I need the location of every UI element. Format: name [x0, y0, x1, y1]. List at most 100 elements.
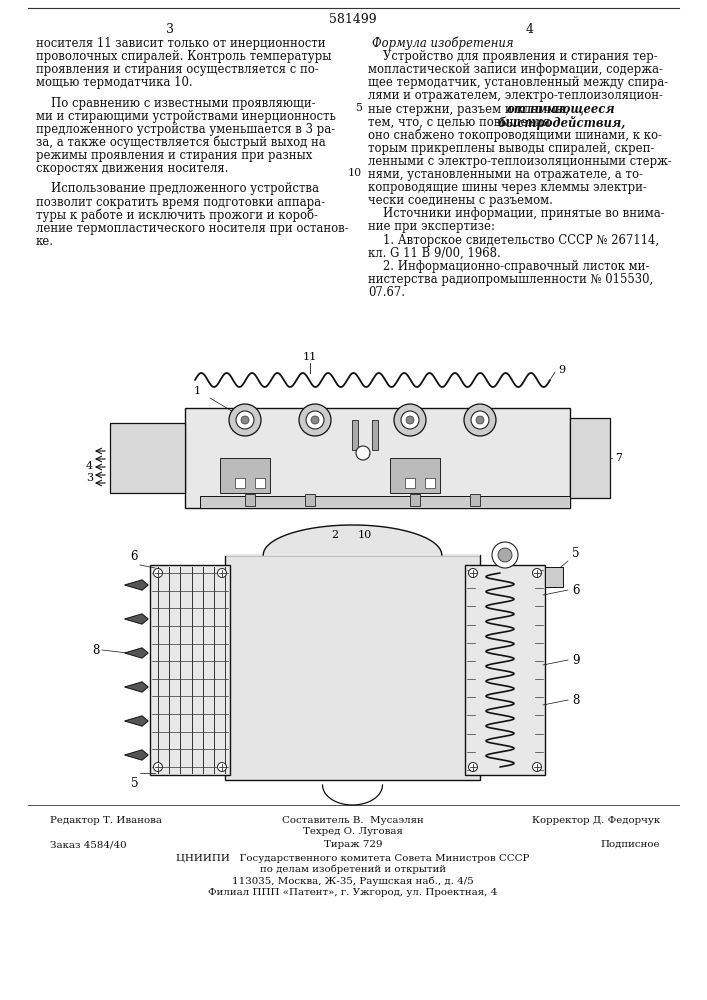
- Text: скоростях движения носителя.: скоростях движения носителя.: [36, 162, 228, 175]
- Text: ми и стирающими устройствами инерционность: ми и стирающими устройствами инерционнос…: [36, 110, 336, 123]
- Text: 6: 6: [131, 550, 138, 563]
- Bar: [225, 555, 480, 780]
- Polygon shape: [125, 750, 148, 760]
- Text: Техред О. Луговая: Техред О. Луговая: [303, 827, 403, 836]
- Text: мопластической записи информации, содержа-: мопластической записи информации, содерж…: [368, 63, 663, 76]
- Bar: [245, 494, 255, 506]
- Bar: [255, 478, 265, 488]
- Text: позволит сократить время подготовки аппара-: позволит сократить время подготовки аппа…: [36, 196, 325, 209]
- Bar: [150, 565, 230, 775]
- Text: быстродействия,: быстродействия,: [497, 116, 626, 130]
- Text: Корректор Д. Федорчук: Корректор Д. Федорчук: [532, 816, 660, 825]
- Text: 1. Авторское свидетельство СССР № 267114,: 1. Авторское свидетельство СССР № 267114…: [368, 234, 659, 247]
- Bar: [405, 478, 415, 488]
- Circle shape: [153, 762, 163, 772]
- Circle shape: [406, 416, 414, 424]
- Text: Подписное: Подписное: [600, 840, 660, 849]
- Text: По сравнению с известными проявляющи-: По сравнению с известными проявляющи-: [36, 97, 315, 110]
- Text: 5: 5: [355, 103, 362, 113]
- Text: кл. G 11 B 9/00, 1968.: кл. G 11 B 9/00, 1968.: [368, 247, 501, 260]
- Text: 10: 10: [358, 530, 372, 540]
- Text: 8: 8: [572, 694, 579, 706]
- Text: Устройство для проявления и стирания тер-: Устройство для проявления и стирания тер…: [368, 50, 658, 63]
- Polygon shape: [125, 682, 148, 692]
- Text: оно снабжено токопроводящими шинами, к ко-: оно снабжено токопроводящими шинами, к к…: [368, 129, 662, 142]
- Bar: [545, 567, 563, 587]
- Text: 7: 7: [615, 453, 622, 463]
- Bar: [185, 408, 570, 508]
- Text: 11: 11: [303, 352, 317, 362]
- Text: нями, установленными на отражателе, а то-: нями, установленными на отражателе, а то…: [368, 168, 643, 181]
- Text: ке.: ке.: [36, 235, 54, 248]
- Text: копроводящие шины через клеммы электри-: копроводящие шины через клеммы электри-: [368, 181, 647, 194]
- Circle shape: [492, 542, 518, 568]
- Text: 10: 10: [348, 168, 362, 178]
- Text: 9: 9: [572, 654, 580, 666]
- Circle shape: [218, 568, 226, 578]
- Text: 1: 1: [194, 386, 201, 396]
- Bar: [410, 494, 420, 506]
- Bar: [465, 565, 545, 775]
- Circle shape: [532, 762, 542, 772]
- Text: щее термодатчик, установленный между спира-: щее термодатчик, установленный между спи…: [368, 76, 668, 89]
- Polygon shape: [125, 580, 148, 590]
- Text: 5: 5: [131, 777, 138, 790]
- Text: проволочных спиралей. Контроль температуры: проволочных спиралей. Контроль температу…: [36, 50, 332, 63]
- Bar: [352, 420, 358, 450]
- Polygon shape: [125, 716, 148, 726]
- Bar: [305, 494, 315, 506]
- Text: Использование предложенного устройства: Использование предложенного устройства: [36, 182, 319, 195]
- Text: туры к работе и исключить прожоги и короб-: туры к работе и исключить прожоги и коро…: [36, 209, 318, 222]
- Circle shape: [476, 416, 484, 424]
- Text: чески соединены с разъемом.: чески соединены с разъемом.: [368, 194, 553, 207]
- Text: мощью термодатчика 10.: мощью термодатчика 10.: [36, 76, 192, 89]
- Circle shape: [356, 446, 370, 460]
- Text: предложенного устройства уменьшается в 3 ра-: предложенного устройства уменьшается в 3…: [36, 123, 335, 136]
- Text: 5: 5: [572, 547, 580, 560]
- Circle shape: [241, 416, 249, 424]
- Bar: [470, 494, 480, 506]
- Circle shape: [469, 762, 477, 772]
- Bar: [200, 496, 570, 508]
- Text: лями и отражателем, электро-теплоизоляцион-: лями и отражателем, электро-теплоизоляци…: [368, 89, 663, 102]
- Circle shape: [471, 411, 489, 429]
- Text: Тираж 729: Тираж 729: [324, 840, 382, 849]
- Text: ные стержни, разъем и клеммы,: ные стержни, разъем и клеммы,: [368, 103, 573, 116]
- Circle shape: [229, 404, 261, 436]
- Text: 113035, Москва, Ж-35, Раушская наб., д. 4/5: 113035, Москва, Ж-35, Раушская наб., д. …: [232, 876, 474, 886]
- Polygon shape: [125, 648, 148, 658]
- Text: 3: 3: [86, 473, 93, 483]
- Circle shape: [464, 404, 496, 436]
- Text: 9: 9: [558, 365, 565, 375]
- Text: Формула изобретения: Формула изобретения: [372, 37, 514, 50]
- Text: за, а также осуществляется быстрый выход на: за, а также осуществляется быстрый выход…: [36, 136, 326, 149]
- Text: 581499: 581499: [329, 13, 377, 26]
- Text: тем, что, с целью повышения: тем, что, с целью повышения: [368, 116, 554, 129]
- Text: 4: 4: [526, 23, 534, 36]
- Text: по делам изобретений и открытий: по делам изобретений и открытий: [260, 865, 446, 874]
- Bar: [390, 458, 440, 493]
- Text: носителя 11 зависит только от инерционности: носителя 11 зависит только от инерционно…: [36, 37, 325, 50]
- Circle shape: [401, 411, 419, 429]
- Text: Составитель В.  Мусаэлян: Составитель В. Мусаэлян: [282, 816, 424, 825]
- Text: Источники информации, принятые во внима-: Источники информации, принятые во внима-: [368, 207, 665, 220]
- Text: торым прикреплены выводы спиралей, скреп-: торым прикреплены выводы спиралей, скреп…: [368, 142, 654, 155]
- Circle shape: [218, 762, 226, 772]
- Circle shape: [153, 568, 163, 578]
- Text: 4: 4: [86, 461, 93, 471]
- Text: отличающееся: отличающееся: [507, 103, 615, 116]
- Text: ЦНИИПИ   Государственного комитета Совета Министров СССР: ЦНИИПИ Государственного комитета Совета …: [176, 854, 530, 863]
- Bar: [570, 418, 610, 498]
- Circle shape: [469, 568, 477, 578]
- Bar: [235, 478, 245, 488]
- Bar: [425, 478, 435, 488]
- Circle shape: [532, 568, 542, 578]
- Bar: [220, 458, 270, 493]
- Text: ние при экспертизе:: ние при экспертизе:: [368, 220, 495, 233]
- Text: ление термопластического носителя при останов-: ление термопластического носителя при ос…: [36, 222, 349, 235]
- Circle shape: [498, 548, 512, 562]
- Polygon shape: [225, 525, 480, 555]
- Circle shape: [311, 416, 319, 424]
- Text: нистерства радиопромышленности № 015530,: нистерства радиопромышленности № 015530,: [368, 273, 653, 286]
- Text: 2. Информационно-справочный листок ми-: 2. Информационно-справочный листок ми-: [368, 260, 649, 273]
